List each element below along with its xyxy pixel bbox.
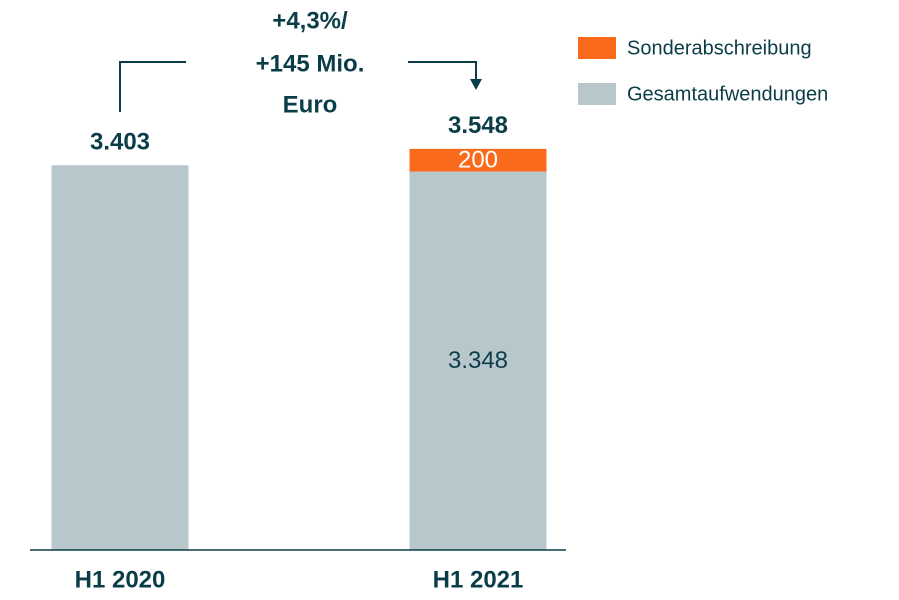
total-label: 3.548 xyxy=(448,112,508,139)
legend-swatch xyxy=(578,37,616,59)
x-tick-label: H1 2020 xyxy=(75,566,166,593)
value-label: 200 xyxy=(458,147,498,174)
arrow-head xyxy=(470,79,482,90)
bar-segment xyxy=(51,165,189,550)
legend-swatch xyxy=(578,83,616,105)
total-label: 3.403 xyxy=(90,129,150,156)
legend-label: Gesamtaufwendungen xyxy=(627,83,828,105)
annotation-line: +4,3%/ xyxy=(272,7,348,34)
bracket-right xyxy=(408,61,477,80)
annotation: +4,3%/ +145 Mio. Euro xyxy=(119,7,482,118)
annotation-line: Euro xyxy=(283,91,338,118)
bar-segment xyxy=(409,148,547,172)
legend-label: Sonderabschreibung xyxy=(627,37,812,59)
bar-segment xyxy=(409,171,547,551)
bracket-left xyxy=(119,61,186,112)
annotation-line: +145 Mio. xyxy=(256,50,365,77)
x-tick-label: H1 2021 xyxy=(433,566,524,593)
value-label: 3.348 xyxy=(448,347,508,374)
